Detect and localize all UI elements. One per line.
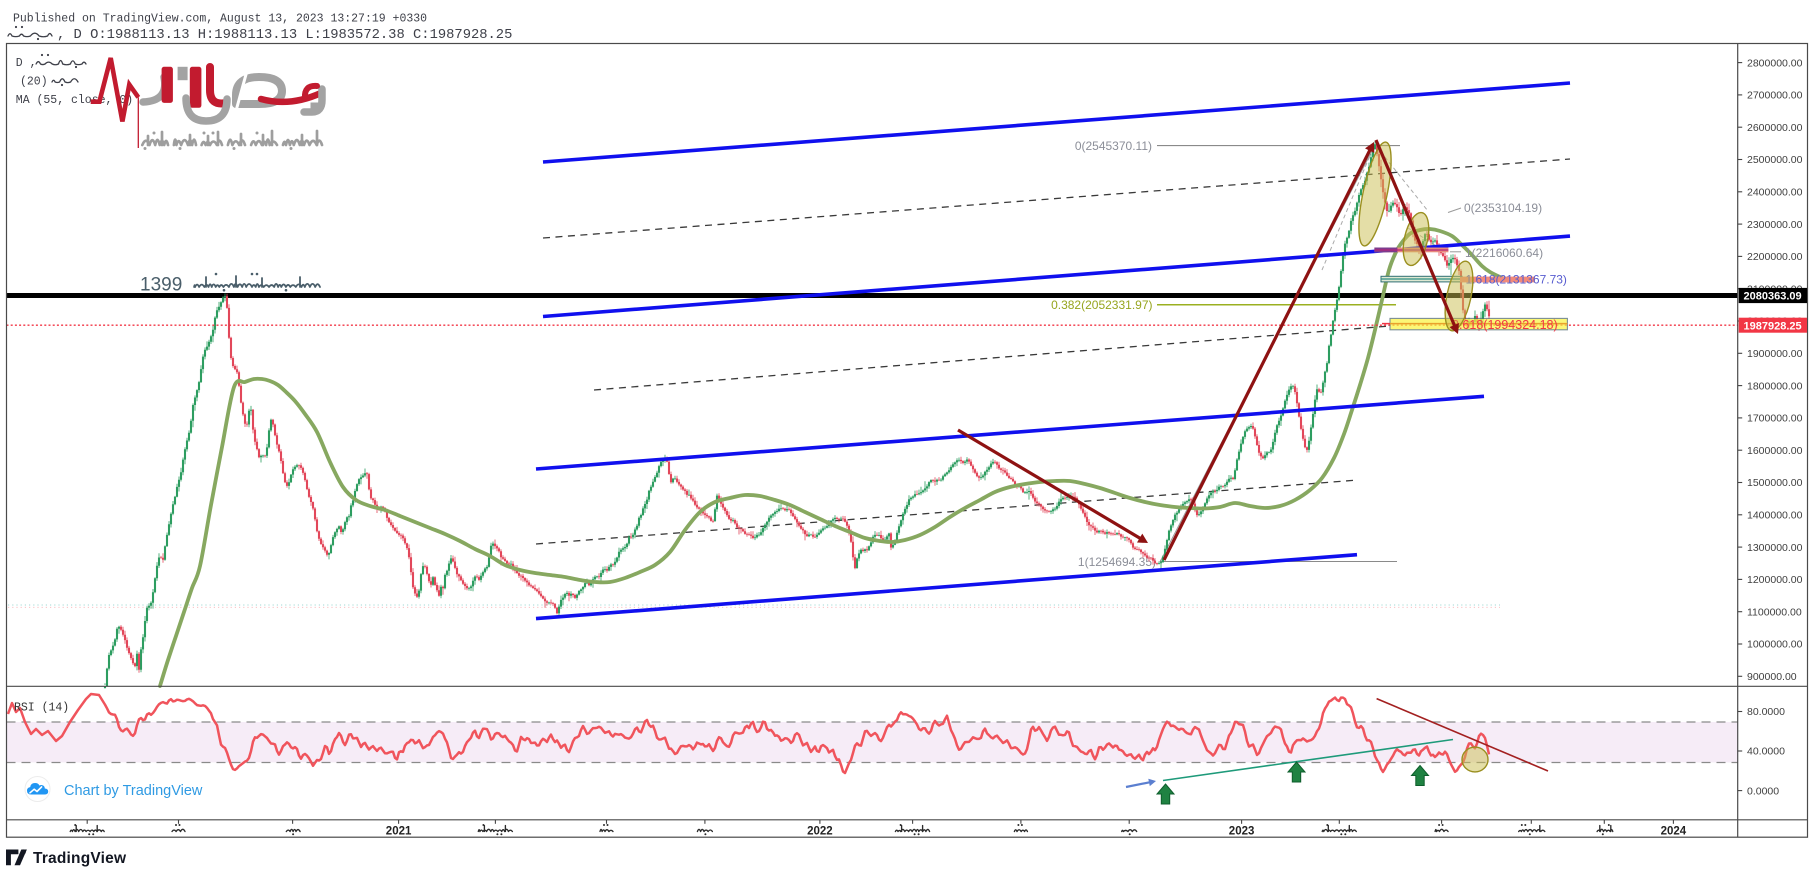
svg-text:1500000.00: 1500000.00 [1747, 477, 1803, 489]
svg-text:1400000.00: 1400000.00 [1747, 510, 1803, 522]
svg-text:2200000.00: 2200000.00 [1747, 251, 1803, 263]
svg-text:1900000.00: 1900000.00 [1747, 348, 1803, 360]
svg-text:1399: 1399 [140, 275, 182, 296]
svg-text:0.382(2052331.97): 0.382(2052331.97) [1051, 298, 1152, 312]
svg-text:1000000.00: 1000000.00 [1747, 639, 1803, 651]
svg-text:0.0000: 0.0000 [1747, 785, 1779, 797]
svg-text:80.0000: 80.0000 [1747, 706, 1785, 718]
svg-text:40.0000: 40.0000 [1747, 746, 1785, 758]
svg-text:2300000.00: 2300000.00 [1747, 219, 1803, 231]
svg-text:0(2353104.19): 0(2353104.19) [1464, 201, 1542, 215]
svg-text:2400000.00: 2400000.00 [1747, 187, 1803, 199]
svg-text:1600000.00: 1600000.00 [1747, 445, 1803, 457]
svg-text:, D O:1988113.13 H:1988113.13: , D O:1988113.13 H:1988113.13 L:1983572.… [57, 28, 512, 43]
svg-text:(20): (20) [20, 76, 48, 89]
svg-text:1700000.00: 1700000.00 [1747, 413, 1803, 425]
svg-text:2024: 2024 [1661, 826, 1687, 838]
svg-text:D ,: D , [16, 57, 37, 70]
svg-text:2023: 2023 [1229, 826, 1255, 838]
svg-text:2021: 2021 [386, 826, 412, 838]
svg-text:RSI (14): RSI (14) [14, 702, 69, 715]
svg-text:TradingView: TradingView [33, 850, 127, 867]
svg-text:MA (55, close, 0): MA (55, close, 0) [16, 94, 133, 107]
svg-text:1987928.25: 1987928.25 [1744, 320, 1802, 332]
svg-text:2080363.09: 2080363.09 [1744, 291, 1802, 303]
svg-text:Published on TradingView.com,: Published on TradingView.com, August 13,… [13, 13, 427, 26]
svg-text:1(2216060.64): 1(2216060.64) [1465, 246, 1543, 260]
svg-text:900000.00: 900000.00 [1747, 671, 1797, 683]
svg-text:2.618(1994324.18): 2.618(1994324.18) [1452, 318, 1558, 332]
svg-text:2600000.00: 2600000.00 [1747, 122, 1803, 134]
svg-text:2022: 2022 [807, 826, 833, 838]
svg-text:1(1254694.35): 1(1254694.35) [1078, 555, 1156, 569]
svg-text:1300000.00: 1300000.00 [1747, 542, 1803, 554]
svg-text:Chart by TradingView: Chart by TradingView [64, 783, 203, 799]
svg-text:2800000.00: 2800000.00 [1747, 57, 1803, 69]
svg-text:2700000.00: 2700000.00 [1747, 90, 1803, 102]
svg-text:0(2545370.11): 0(2545370.11) [1075, 139, 1152, 153]
svg-text:1200000.00: 1200000.00 [1747, 574, 1803, 586]
svg-text:1100000.00: 1100000.00 [1747, 606, 1802, 618]
svg-text:1800000.00: 1800000.00 [1747, 380, 1803, 392]
svg-text:2500000.00: 2500000.00 [1747, 154, 1803, 166]
svg-text:1.618(2131367.73): 1.618(2131367.73) [1466, 272, 1567, 286]
